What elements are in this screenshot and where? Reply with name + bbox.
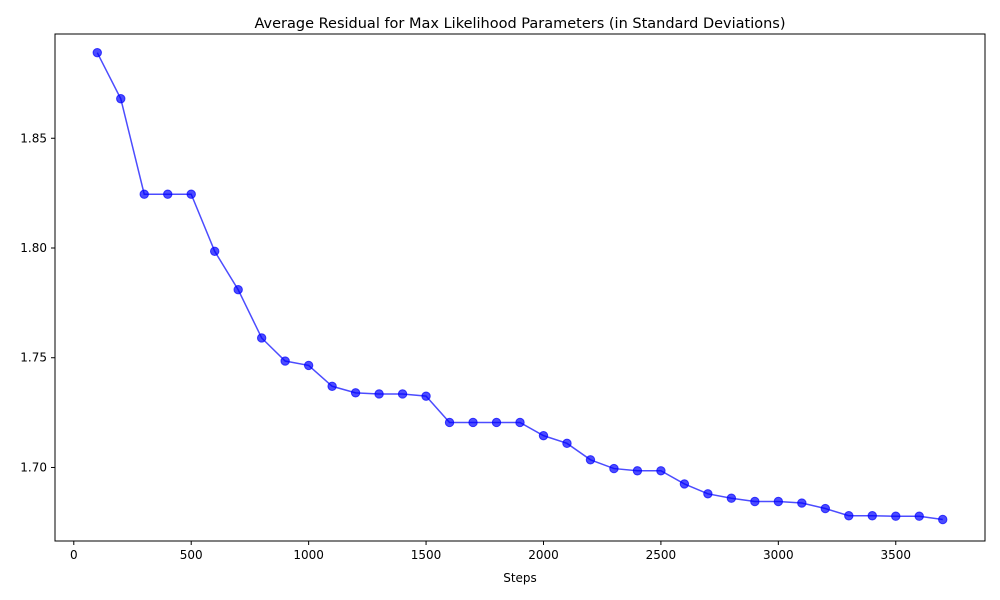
x-tick-label: 500 <box>180 548 203 562</box>
x-tick-label: 1500 <box>411 548 442 562</box>
chart-title: Average Residual for Max Likelihood Para… <box>254 16 785 32</box>
data-point <box>703 489 713 499</box>
data-point <box>797 498 807 508</box>
y-tick-label: 1.80 <box>20 241 47 255</box>
x-tick-label: 1000 <box>293 548 324 562</box>
y-tick-label: 1.70 <box>20 460 47 474</box>
y-axis-ticks: 1.70 1.75 1.80 1.85 <box>20 131 55 474</box>
data-point <box>327 381 337 391</box>
data-point <box>421 391 431 401</box>
data-point <box>163 189 173 199</box>
data-point <box>538 430 549 441</box>
data-point <box>444 417 455 428</box>
series-line <box>96 52 943 521</box>
data-point <box>515 417 525 428</box>
x-tick-label: 2000 <box>528 548 559 562</box>
x-tick-label: 2500 <box>646 548 677 562</box>
data-point <box>820 503 831 514</box>
data-point <box>562 438 572 449</box>
data-point <box>186 189 196 199</box>
data-point <box>468 417 478 428</box>
y-tick-label: 1.85 <box>20 131 47 145</box>
data-point <box>116 94 126 104</box>
data-point <box>867 511 877 521</box>
data-point <box>303 360 314 371</box>
data-point <box>891 511 901 521</box>
data-point <box>92 47 102 58</box>
data-point <box>256 333 267 343</box>
data-point <box>397 389 408 399</box>
x-tick-label: 0 <box>70 548 78 562</box>
plot-area-frame <box>54 33 986 542</box>
x-tick-label: 3500 <box>880 548 911 562</box>
data-point <box>679 479 690 489</box>
data-point <box>139 189 149 199</box>
x-axis-label: Steps <box>503 571 537 585</box>
data-point <box>914 511 924 521</box>
x-tick-label: 3000 <box>763 548 794 562</box>
data-point <box>491 417 502 428</box>
data-point <box>233 284 243 295</box>
data-point <box>280 356 290 366</box>
data-point <box>609 463 619 474</box>
x-axis-ticks: 0 500 1000 1500 2000 2500 3000 3500 <box>70 541 911 562</box>
series-layer <box>92 47 948 525</box>
data-point <box>632 466 643 476</box>
data-point <box>374 389 384 399</box>
data-point <box>585 455 596 465</box>
data-point <box>656 466 666 476</box>
data-point <box>750 496 760 507</box>
data-point <box>773 496 784 507</box>
data-point <box>938 514 948 525</box>
data-point <box>209 246 220 256</box>
y-tick-label: 1.75 <box>20 351 47 365</box>
data-point <box>726 493 737 503</box>
data-point <box>844 511 854 521</box>
data-point <box>350 388 361 398</box>
